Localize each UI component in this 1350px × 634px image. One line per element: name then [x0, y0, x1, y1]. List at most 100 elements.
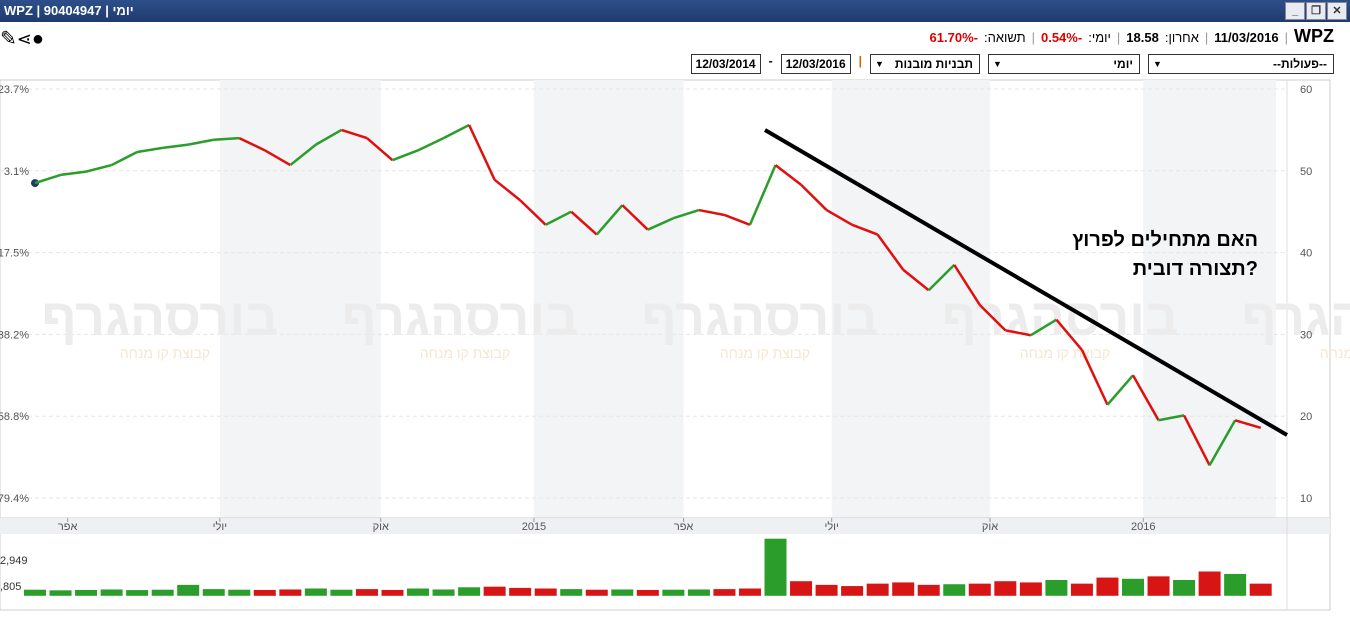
- daily: -0.54%: [1040, 30, 1083, 45]
- x-tick-label: אפר: [58, 521, 78, 533]
- volume-bar: [943, 584, 966, 596]
- date-from[interactable]: 12/03/2014: [690, 54, 761, 74]
- last-label: אחרון:: [1164, 30, 1199, 45]
- volume-bar: [1019, 582, 1042, 596]
- restore[interactable]: ❐: [1306, 2, 1326, 20]
- price-segment: [162, 143, 189, 150]
- volume-bar: [304, 588, 327, 596]
- volume-bar: [1198, 571, 1221, 596]
- volume-bar: [1249, 583, 1272, 596]
- volume-bar: [381, 589, 404, 596]
- volume-bar: [662, 589, 685, 596]
- price-segment: [545, 210, 572, 226]
- period[interactable]: יומי: [988, 54, 1140, 74]
- window-title: WPZ | 90404947 | יומי: [4, 3, 134, 18]
- price-segment: [595, 204, 624, 236]
- x-tick-label: יולי: [824, 520, 838, 533]
- volume-bar: [585, 589, 608, 596]
- volume-bar: [815, 584, 838, 596]
- annotation: תצורה דובית?: [1133, 258, 1258, 280]
- x-tick-label: אוק: [373, 521, 389, 533]
- price-segment: [902, 268, 930, 292]
- volume-bar: [534, 588, 557, 596]
- price-segment: [1080, 349, 1109, 406]
- left-tick-label: 17.5%: [0, 248, 29, 260]
- volume-bar: [994, 581, 1017, 596]
- y-tick-label: 40: [1300, 248, 1312, 260]
- price-segment: [723, 213, 751, 226]
- volume-bar: [509, 587, 532, 596]
- toolbar: --פעולות-- יומי תבניות מובנות | 12/03/20…: [690, 54, 1334, 74]
- volume-bar: [228, 589, 251, 596]
- price-segment: [315, 128, 343, 146]
- icons[interactable]: ✎⋖●: [0, 28, 44, 50]
- volume-bar: [1096, 577, 1119, 596]
- volume-bar: [1070, 583, 1093, 596]
- volume-bar: [917, 584, 940, 596]
- volume-bar: [407, 588, 430, 596]
- left-tick-label: 38.2%: [0, 329, 29, 341]
- volume-bar: [100, 589, 123, 596]
- volume-bar: [687, 589, 710, 596]
- actions[interactable]: --פעולות--: [1148, 54, 1334, 74]
- watermark: בורסהגרף: [942, 289, 1179, 347]
- volume-bar: [483, 586, 506, 596]
- date: 11/03/2016: [1214, 30, 1279, 45]
- price-segment: [698, 208, 725, 217]
- volume-bar: [1173, 579, 1196, 596]
- price-segment: [1030, 318, 1058, 337]
- volume-bar: [560, 589, 583, 596]
- left-tick-label: 3.1%: [4, 166, 29, 178]
- close[interactable]: ✕: [1327, 2, 1347, 20]
- price-segment: [467, 124, 496, 181]
- price-segment: [519, 199, 547, 226]
- daily-label: יומי:: [1088, 30, 1111, 45]
- watermark-sub: קבוצת קו מנחה: [720, 345, 810, 361]
- volume-bar: [49, 590, 72, 596]
- price-segment: [1182, 414, 1211, 466]
- price-segment: [392, 149, 419, 162]
- annotation: האם מתחילים לפרוץ: [1072, 229, 1258, 251]
- price-segment: [748, 164, 777, 226]
- price-segment: [213, 136, 240, 141]
- volume-bar: [1224, 573, 1247, 596]
- price-segment: [493, 178, 521, 202]
- dash: -: [768, 54, 773, 68]
- date-to[interactable]: 12/03/2016: [780, 54, 851, 74]
- volume-bar: [866, 583, 889, 596]
- volume-bar: [458, 587, 481, 596]
- volume-bar: [151, 589, 174, 596]
- price-segment: [417, 136, 445, 152]
- volume-bar: [432, 589, 455, 596]
- minimize[interactable]: _: [1285, 2, 1305, 20]
- return-label: תשואה:: [983, 30, 1026, 45]
- info-row: WPZ | 11/03/2016 | אחרון: 18.58 | יומי: -0.54…: [929, 26, 1334, 46]
- band: [533, 80, 684, 518]
- trend-line: [763, 128, 1289, 437]
- price-segment: [1208, 419, 1237, 466]
- volume-bar: [202, 589, 225, 596]
- price-segment: [1158, 414, 1185, 422]
- x-tick-label: 2015: [522, 521, 546, 533]
- watermark-sub: קבוצת קו מנחה: [1320, 345, 1350, 361]
- title-bar: WPZ | 90404947 | יומי _ ❐ ✕: [0, 0, 1350, 22]
- price-segment: [1005, 329, 1032, 337]
- price-segment: [953, 264, 981, 306]
- price-segment: [442, 123, 470, 140]
- volume-bar: [1122, 578, 1145, 596]
- y2-tick-label: ,805: [0, 581, 21, 593]
- price-segment: [238, 136, 266, 152]
- price-segment: [136, 146, 163, 154]
- y-tick-label: 30: [1300, 329, 1312, 341]
- volume-bar: [1045, 579, 1068, 596]
- price-segment: [570, 210, 598, 236]
- volume-bar: [330, 589, 353, 596]
- volume-bar: [355, 589, 378, 596]
- patterns[interactable]: תבניות מובנות: [870, 54, 980, 74]
- price-segment: [341, 128, 368, 140]
- price-segment: [34, 173, 61, 185]
- volume-bar: [24, 589, 46, 596]
- price-segment: [1106, 374, 1134, 406]
- volume-bar: [177, 584, 200, 596]
